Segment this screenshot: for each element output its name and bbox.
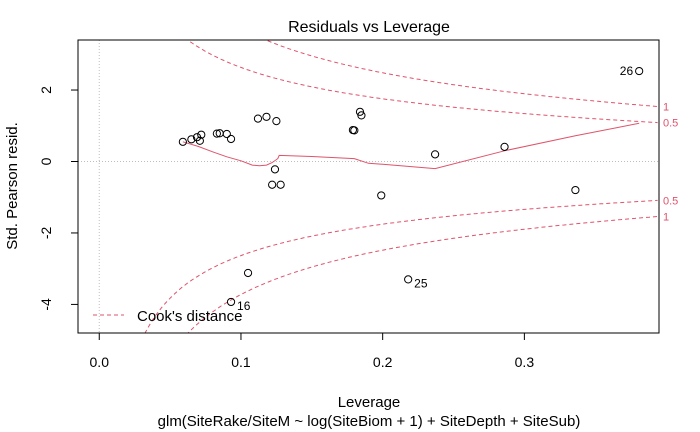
y-axis-title: Std. Pearson resid. <box>4 122 21 250</box>
data-point <box>357 111 366 120</box>
cooks-distance-curve-lower-1 <box>187 216 658 333</box>
x-axis-title: Leverage <box>338 394 401 411</box>
data-point <box>178 137 187 146</box>
data-point <box>276 180 285 189</box>
cooks-distance-labels: 0.5 0.5 1 1 <box>663 102 678 224</box>
legend: Cook's distance <box>93 308 242 325</box>
data-point <box>350 126 359 135</box>
x-tick-label: 0.3 <box>515 354 535 370</box>
x-tick-label: 0.1 <box>231 354 251 370</box>
y-axis: -4 -2 0 2 <box>38 86 79 311</box>
y-tick-label: -2 <box>38 227 54 240</box>
point-label: 16 <box>237 299 251 313</box>
y-tick-label: -4 <box>38 298 54 311</box>
data-point <box>262 112 271 121</box>
cooks-distance-curve-upper-1 <box>264 40 658 107</box>
cooks-distance-level-label: 1 <box>663 102 669 114</box>
data-point <box>635 66 644 76</box>
cooks-distance-curves <box>144 40 658 333</box>
plot-frame <box>77 39 660 334</box>
smooth-line-group <box>182 122 640 170</box>
cooks-distance-curve-lower-0.5 <box>144 199 658 333</box>
data-point <box>500 142 509 151</box>
x-axis: 0.0 0.1 0.2 0.3 <box>90 332 535 370</box>
legend-label: Cook's distance <box>137 308 242 325</box>
x-tick-label: 0.0 <box>90 354 110 370</box>
data-point <box>404 275 413 284</box>
data-point <box>187 135 196 144</box>
data-point <box>253 114 263 123</box>
data-point <box>243 268 253 278</box>
cooks-distance-level-label: 0.5 <box>663 195 678 207</box>
data-point <box>222 129 231 139</box>
data-point <box>226 134 236 144</box>
data-point <box>197 130 206 139</box>
data-point <box>212 129 221 138</box>
data-point <box>431 150 440 159</box>
data-point <box>377 191 386 200</box>
data-point <box>226 297 236 307</box>
x-tick-label: 0.2 <box>373 354 393 370</box>
cooks-distance-curve-upper-0.5 <box>186 40 658 124</box>
reference-lines <box>78 40 659 333</box>
data-points: 16 25 26 <box>178 64 644 313</box>
data-point <box>355 107 365 116</box>
cooks-distance-level-label: 0.5 <box>663 118 678 130</box>
data-point <box>270 165 280 174</box>
data-point <box>195 136 204 145</box>
data-point <box>272 117 281 126</box>
y-tick-label: 0 <box>38 157 54 165</box>
data-point <box>268 180 277 189</box>
y-tick-label: 2 <box>38 86 54 94</box>
chart-subtitle: glm(SiteRake/SiteM ~ log(SiteBiom + 1) +… <box>158 413 581 430</box>
cooks-distance-level-label: 1 <box>663 211 669 223</box>
smooth-line <box>182 122 640 170</box>
point-label: 26 <box>620 64 634 78</box>
chart-title: Residuals vs Leverage <box>288 19 450 36</box>
point-label: 25 <box>414 276 428 290</box>
data-point <box>571 185 580 195</box>
